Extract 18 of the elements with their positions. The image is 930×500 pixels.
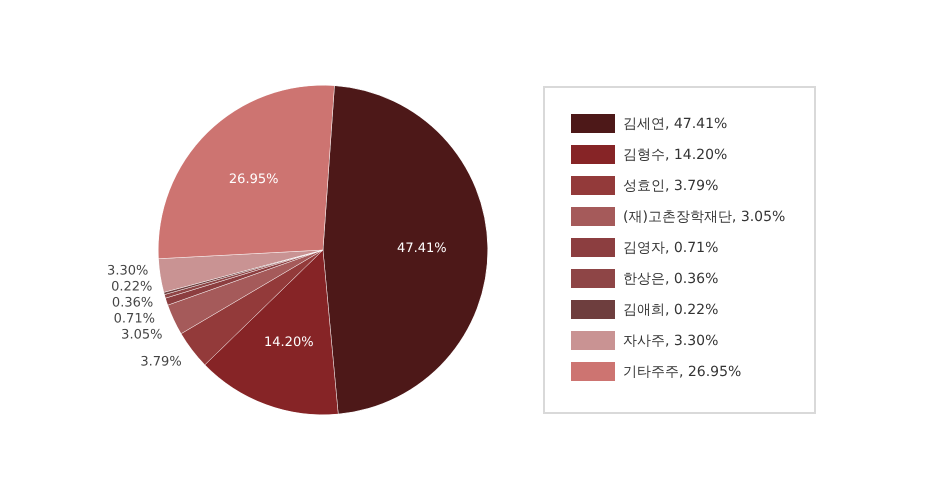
legend-label: 한상은, 0.36% bbox=[623, 270, 718, 288]
legend-label: 김세연, 47.41% bbox=[623, 114, 728, 132]
legend-label: (재)고촌장학재단, 3.05% bbox=[623, 208, 786, 226]
legend-label: 김영자, 0.71% bbox=[623, 238, 718, 256]
data-label: 3.05% bbox=[121, 328, 162, 343]
data-label: 26.95% bbox=[228, 172, 278, 187]
data-label: 0.71% bbox=[114, 312, 155, 327]
legend-label: 기타주주, 26.95% bbox=[623, 362, 742, 380]
data-label: 47.41% bbox=[397, 241, 447, 256]
data-label: 0.22% bbox=[111, 280, 152, 295]
legend-label: 김애희, 0.22% bbox=[623, 300, 718, 318]
data-label: 3.79% bbox=[140, 354, 182, 370]
data-label: 14.20% bbox=[264, 335, 314, 350]
data-label: 0.36% bbox=[112, 296, 154, 311]
legend-label: 김형수, 14.20% bbox=[623, 146, 728, 164]
legend-label: 성효인, 3.79% bbox=[623, 176, 718, 194]
data-label: 3.30% bbox=[107, 264, 148, 279]
legend-label: 자사주, 3.30% bbox=[623, 332, 718, 350]
